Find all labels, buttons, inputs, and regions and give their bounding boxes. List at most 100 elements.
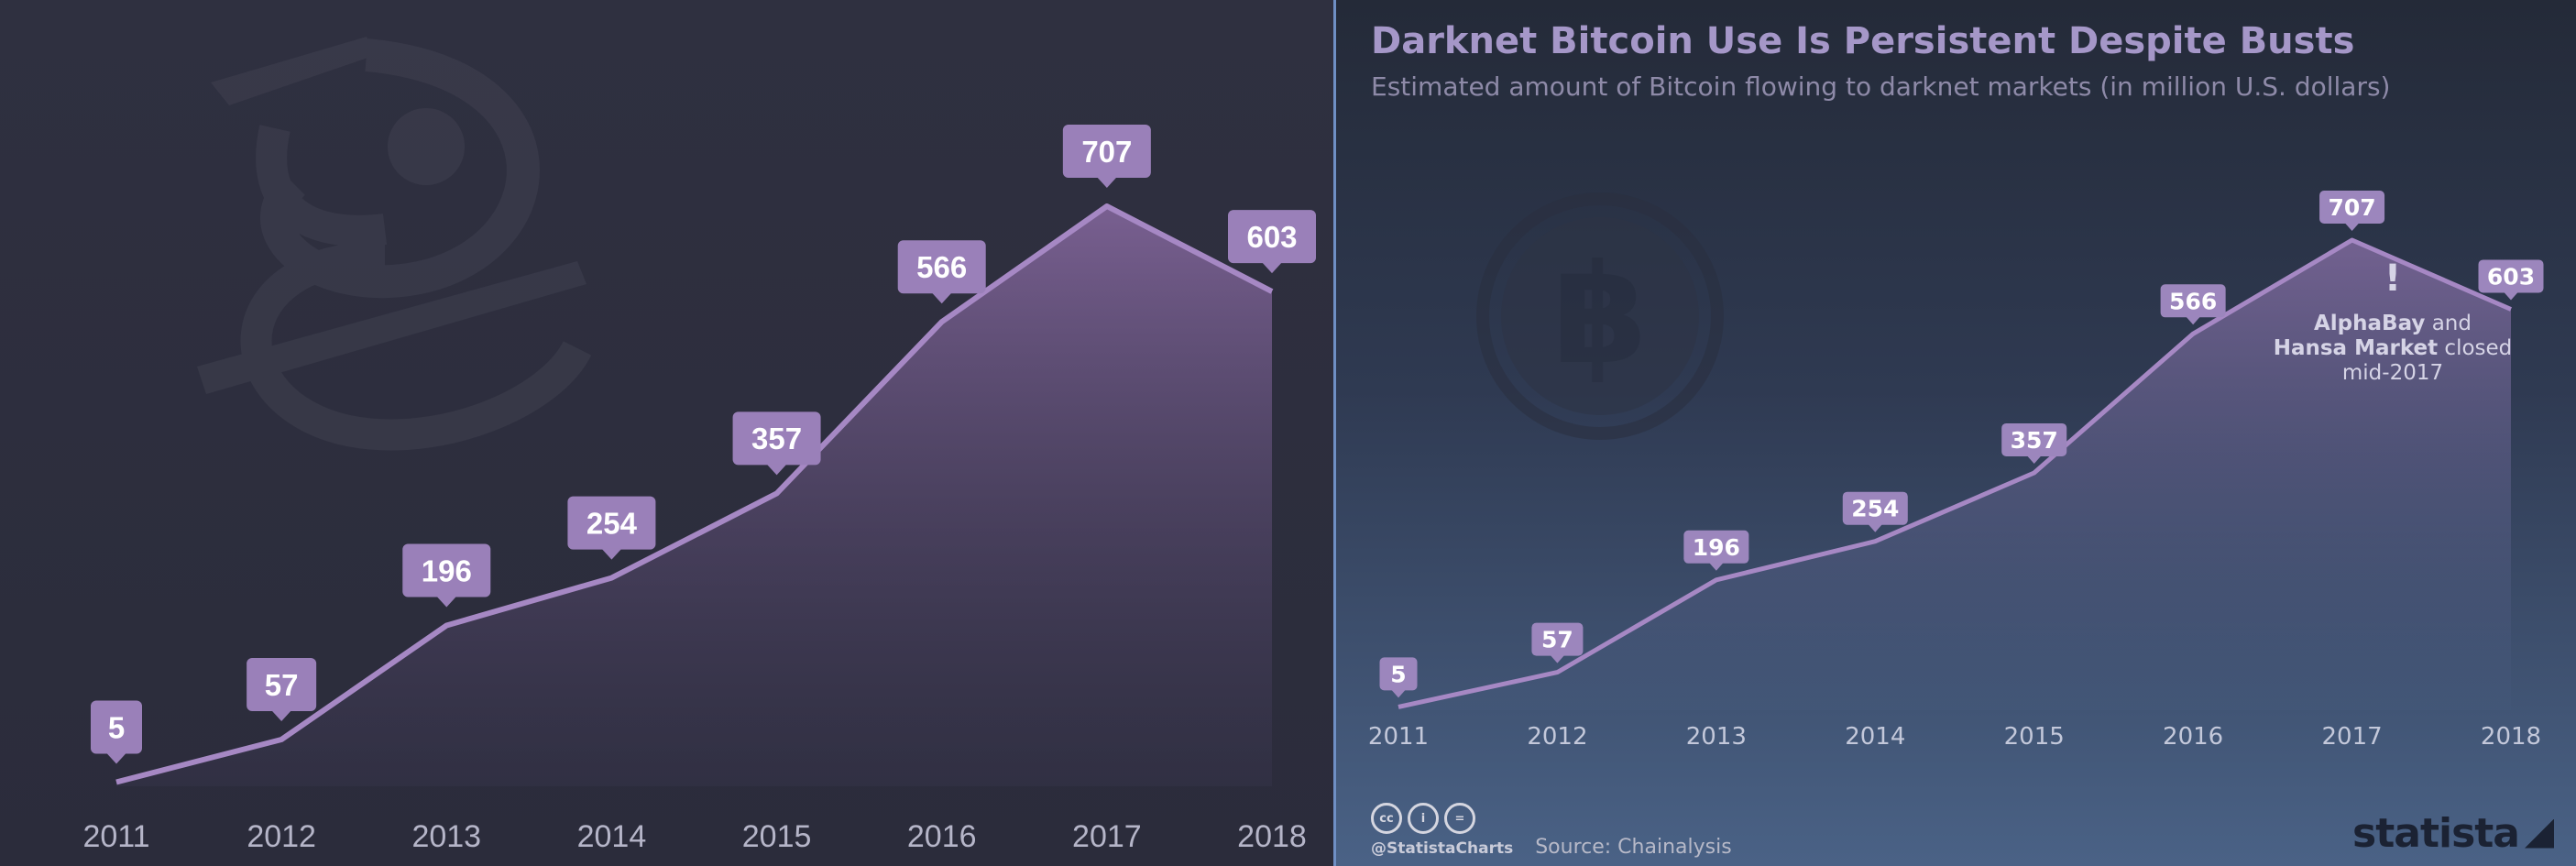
x-tick-label: 2013 (411, 819, 481, 854)
series-area (116, 206, 1272, 786)
data-label-pointer (2026, 455, 2042, 464)
series-area (1398, 240, 2511, 710)
statista-arrow-icon (2525, 818, 2554, 849)
x-tick-label: 2014 (1845, 723, 1905, 751)
data-label-bubble (2001, 422, 2067, 456)
x-tick-label: 2012 (247, 819, 316, 854)
data-label-2013: 196 (402, 543, 491, 608)
data-label-pointer (601, 548, 622, 560)
x-tick-label: 2016 (907, 819, 977, 854)
data-label-bubble (1683, 530, 1749, 564)
series-line (115, 203, 1274, 785)
annotation-date: mid-2017 (2341, 361, 2444, 385)
data-label-pointer (436, 596, 457, 608)
data-label-2013: 196 (1683, 530, 1749, 571)
x-tick-label: 2015 (742, 819, 812, 854)
data-label-pointer (1550, 654, 1565, 663)
data-label-bubble (1379, 657, 1418, 691)
data-label-bubble (2478, 259, 2544, 293)
data-label-text: 603 (1246, 220, 1297, 254)
data-label-text: 603 (2487, 263, 2535, 290)
data-label-2016: 566 (897, 240, 986, 304)
data-label-2011: 5 (1379, 657, 1418, 698)
x-tick-label: 2017 (1072, 819, 1142, 854)
cc-icon[interactable]: cc (1371, 803, 1402, 834)
left-chart-svg: 5 2011 57 2012 196 2013 254 2014 357 2015 566 2016 7… (82, 37, 1316, 854)
statista-handle[interactable]: @StatistaCharts (1371, 839, 1514, 858)
closure-annotation: ! AlphaBay and Hansa Market closed mid-2… (2255, 258, 2530, 386)
data-label-pointer (2504, 291, 2518, 301)
annotation-hansa: Hansa Market (2273, 336, 2439, 360)
data-label-2016: 566 (2160, 284, 2226, 325)
data-label-pointer (2344, 223, 2360, 231)
x-tick-label: 2018 (1237, 819, 1307, 854)
data-label-2017: 707 (1062, 125, 1151, 188)
source-text: Source: Chainalysis (1535, 836, 1732, 859)
data-label-bubble (402, 543, 491, 597)
data-label-pointer (271, 709, 292, 721)
data-label-bubble (1531, 622, 1584, 656)
left-chart-panel: 5 2011 57 2012 196 2013 254 2014 357 2015 566 2016 7… (0, 0, 1333, 866)
data-label-pointer (2186, 316, 2201, 325)
data-label-2018: 603 (1228, 210, 1316, 274)
data-label-bubble (2319, 191, 2385, 224)
annotation-and: and (2425, 312, 2472, 335)
data-label-text: 357 (751, 422, 802, 455)
data-label-bubble (897, 240, 986, 294)
x-tick-label: 2017 (2321, 723, 2382, 751)
svg-text:฿: ฿ (1552, 236, 1648, 395)
data-label-pointer (1262, 262, 1282, 274)
data-label-bubble (1062, 125, 1151, 178)
data-label-pointer (1708, 562, 1724, 571)
right-chart-panel: ฿ 5 2011 57 2012 196 2013 254 2014 357 2015 566 201… (1336, 0, 2576, 866)
data-label-2012: 57 (247, 657, 317, 721)
right-chart-title: Darknet Bitcoin Use Is Persistent Despit… (1371, 20, 2355, 62)
data-label-pointer (1096, 177, 1117, 188)
data-label-text: 707 (2328, 194, 2375, 221)
bitcoin-icon: ฿ (1476, 192, 1724, 440)
data-label-pointer (106, 752, 126, 764)
x-tick-label: 2016 (2163, 723, 2223, 751)
right-chart-svg: ฿ 5 2011 57 2012 196 2013 254 2014 357 2015 566 201… (1368, 191, 2544, 751)
data-label-2018: 603 (2478, 259, 2544, 301)
series-line (1398, 237, 2512, 709)
x-tick-label: 2014 (577, 819, 647, 854)
chart-footer: cc i = @StatistaCharts Source: Chainalys… (1371, 803, 1732, 859)
data-label-bubble (2160, 284, 2226, 318)
data-label-2017: 707 (2319, 191, 2385, 231)
license-icons: cc i = (1371, 803, 1732, 834)
statista-logo[interactable]: statista (2352, 810, 2554, 857)
data-label-2011: 5 (91, 700, 142, 764)
x-tick-label: 2012 (1527, 723, 1587, 751)
data-label-bubble (1228, 210, 1316, 264)
data-label-text: 196 (422, 554, 472, 587)
data-label-text: 566 (916, 250, 967, 284)
data-label-text: 254 (1851, 496, 1899, 522)
x-tick-label: 2013 (1686, 723, 1747, 751)
ghost-coin-icon (197, 37, 592, 451)
data-label-text: 5 (108, 710, 125, 744)
right-chart-subtitle: Estimated amount of Bitcoin flowing to d… (1371, 71, 2391, 102)
data-label-bubble (567, 496, 656, 550)
data-label-pointer (1868, 523, 1883, 532)
data-label-2015: 357 (732, 411, 821, 476)
data-label-2014: 254 (1842, 491, 1908, 532)
x-tick-label: 2011 (82, 819, 149, 854)
data-label-2012: 57 (1531, 622, 1584, 663)
data-label-bubble (247, 657, 317, 711)
x-tick-label: 2015 (2004, 723, 2065, 751)
data-label-text: 57 (1541, 627, 1573, 653)
by-icon[interactable]: i (1408, 803, 1439, 834)
data-label-text: 57 (265, 668, 299, 702)
data-label-2014: 254 (567, 496, 656, 560)
data-label-text: 196 (1693, 534, 1740, 561)
x-tick-label: 2018 (2481, 723, 2541, 751)
annotation-alphabay: AlphaBay (2314, 312, 2426, 335)
data-label-bubble (732, 411, 821, 466)
statista-wordmark: statista (2352, 810, 2520, 857)
data-label-text: 254 (586, 506, 638, 540)
data-label-text: 5 (1390, 661, 1406, 687)
data-label-2015: 357 (2001, 422, 2067, 464)
data-label-bubble (91, 700, 142, 754)
nd-icon[interactable]: = (1444, 803, 1475, 834)
